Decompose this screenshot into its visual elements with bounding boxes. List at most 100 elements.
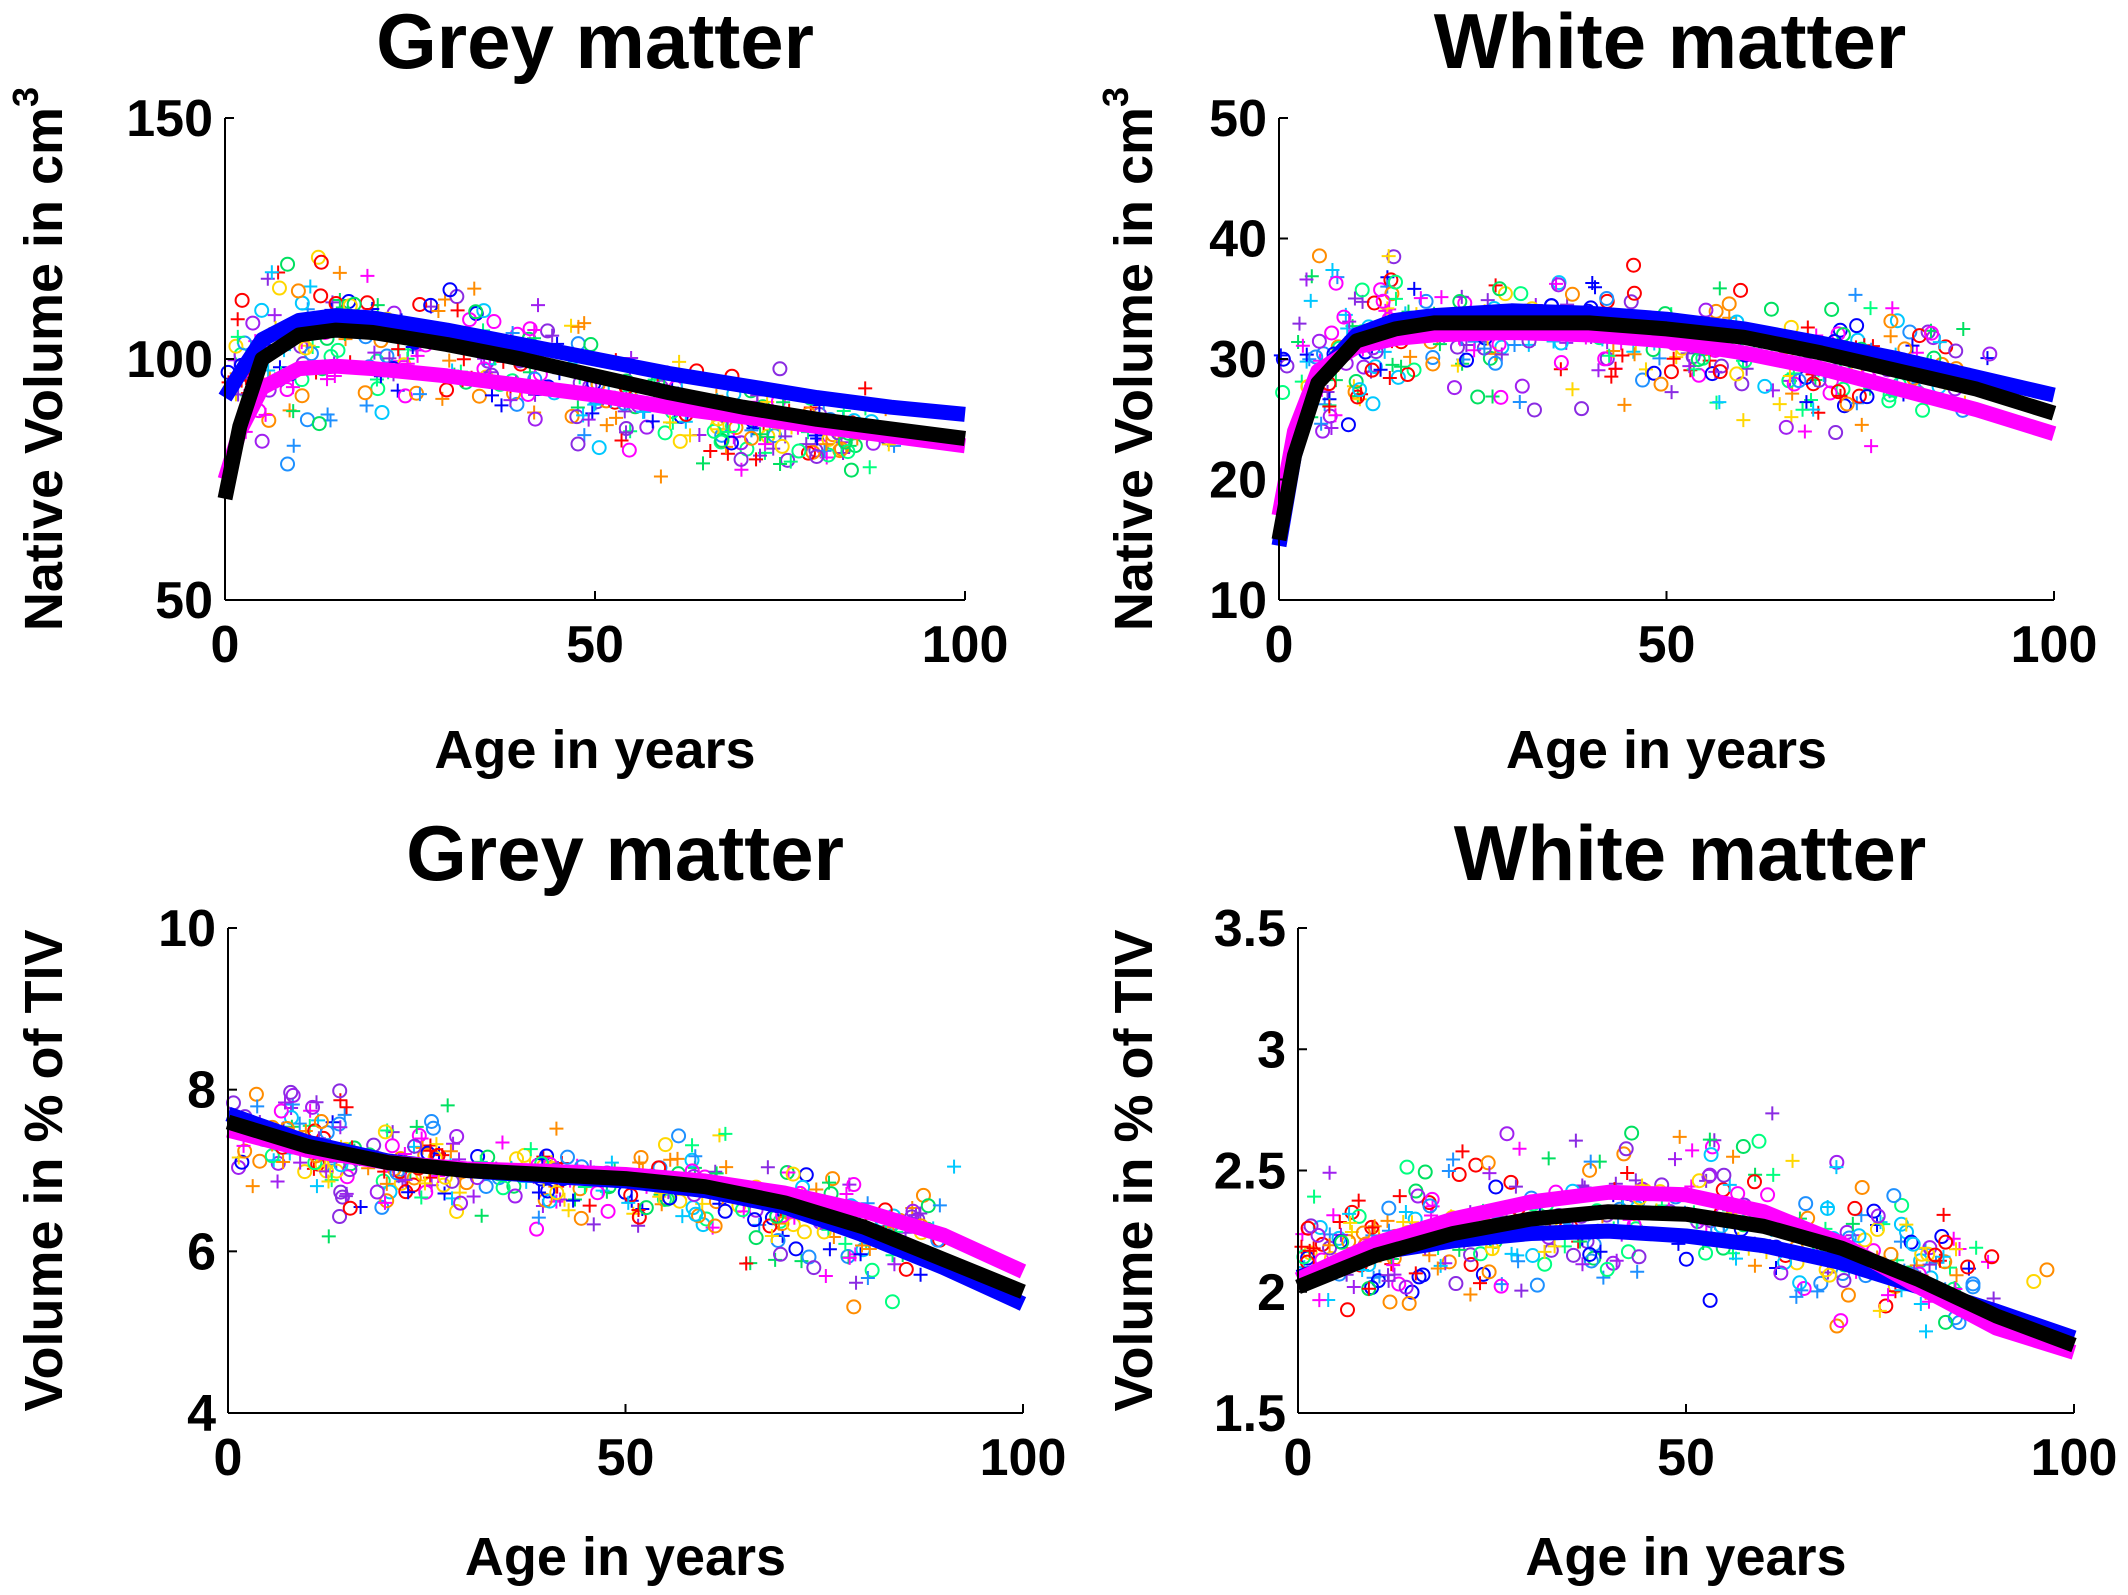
data-point-plus — [339, 1100, 354, 1115]
data-point-plus — [1626, 344, 1641, 359]
data-point-circle — [478, 1178, 494, 1194]
data-point-circle — [449, 1204, 465, 1220]
data-point-circle — [254, 302, 270, 318]
data-point-circle — [228, 338, 244, 354]
data-point-circle — [1751, 1133, 1767, 1149]
y-tick-label: 10 — [158, 900, 216, 958]
data-point-circle — [920, 1198, 936, 1214]
data-point-circle — [294, 388, 310, 404]
data-point-circle — [1303, 1218, 1319, 1234]
data-point-plus — [545, 328, 560, 343]
y-axis-label: Native Volume in cm3 — [5, 87, 74, 631]
data-point-plus — [838, 1236, 853, 1251]
data-point-plus — [417, 1176, 432, 1191]
data-point-plus — [764, 1229, 779, 1243]
y-tick-label: 10 — [1209, 572, 1267, 630]
data-point-circle — [772, 361, 788, 377]
data-point-circle — [1792, 1275, 1808, 1291]
data-point-circle — [357, 385, 373, 401]
data-point-plus — [582, 1198, 597, 1213]
data-point-circle — [1468, 1157, 1484, 1173]
data-point-circle — [1529, 1277, 1545, 1293]
data-point-plus — [443, 1144, 458, 1159]
data-point-plus — [1736, 413, 1751, 428]
data-point-circle — [516, 1147, 532, 1163]
data-point-plus — [771, 1216, 786, 1231]
data-point-plus — [766, 441, 781, 456]
data-point-plus — [1342, 1206, 1357, 1221]
data-point-circle — [1583, 1253, 1599, 1269]
data-point-plus — [1766, 1167, 1781, 1182]
data-point-circle — [1902, 324, 1918, 340]
data-point-plus — [1604, 369, 1619, 384]
data-point-circle — [442, 282, 458, 298]
data-point-plus — [286, 438, 301, 453]
data-point-plus — [1347, 291, 1362, 306]
data-point-circle — [1401, 1295, 1417, 1311]
data-point-circle — [1716, 1167, 1732, 1183]
data-point-circle — [1851, 1228, 1867, 1244]
data-point-circle — [313, 1114, 329, 1130]
data-point-plus — [1477, 341, 1492, 356]
data-point-circle — [1448, 1276, 1464, 1292]
data-point-circle — [273, 1103, 289, 1119]
data-point-circle — [672, 433, 688, 449]
data-point-plus — [1398, 1204, 1413, 1219]
data-point-circle — [747, 1212, 763, 1228]
x-tick-label: 50 — [566, 616, 624, 674]
data-point-circle — [486, 314, 502, 330]
data-point-plus — [1326, 1208, 1341, 1223]
data-point-circle — [1822, 385, 1838, 401]
data-point-plus — [1463, 1287, 1478, 1302]
data-point-plus — [359, 398, 374, 413]
data-point-plus — [423, 1143, 438, 1158]
y-tick-label: 1.5 — [1214, 1385, 1286, 1443]
data-point-plus — [484, 388, 499, 403]
y-tick-label: 20 — [1209, 452, 1267, 510]
data-point-circle — [633, 1149, 649, 1165]
data-point-plus — [1351, 1193, 1366, 1208]
data-point-plus — [1969, 1240, 1984, 1255]
data-point-plus — [566, 1193, 581, 1208]
data-point-plus — [360, 268, 375, 283]
data-point-plus — [1664, 385, 1679, 400]
data-point-circle — [1760, 1187, 1776, 1203]
data-point-circle — [234, 292, 250, 308]
data-point-circle — [234, 1154, 250, 1170]
y-tick-label: 3.5 — [1214, 900, 1286, 958]
data-point-plus — [1575, 1257, 1590, 1272]
data-point-circle — [379, 1193, 395, 1209]
data-point-circle — [1424, 1191, 1440, 1207]
data-point-plus — [1381, 249, 1396, 264]
data-point-circle — [1712, 364, 1728, 380]
data-point-circle — [1340, 417, 1356, 433]
y-axis-label: Volume in % of TIV — [14, 929, 74, 1411]
data-point-plus — [1507, 338, 1522, 353]
x-tick-label: 0 — [1284, 1429, 1313, 1487]
data-point-plus — [839, 1186, 854, 1201]
data-point-circle — [1729, 366, 1745, 382]
data-point-plus — [1630, 1264, 1645, 1279]
data-point-circle — [772, 1246, 788, 1262]
data-point-plus — [1669, 350, 1684, 365]
data-point-circle — [495, 1180, 511, 1196]
chart-panel-grey-matter-tiv: 0 50 100 4 6 8 10 Grey matter Age in years Volume… — [14, 809, 1066, 1587]
data-point-circle — [1459, 352, 1475, 368]
data-point-plus — [585, 406, 600, 421]
data-point-plus — [378, 1195, 393, 1210]
data-point-circle — [285, 1087, 301, 1103]
data-point-circle — [1499, 1126, 1515, 1142]
data-point-plus — [412, 387, 427, 402]
data-point-plus — [286, 404, 301, 419]
fit-curve-black — [1295, 1204, 2077, 1353]
data-point-plus — [685, 1138, 700, 1153]
data-point-plus — [1299, 272, 1314, 287]
data-point-plus — [1932, 335, 1947, 350]
data-point-circle — [762, 1218, 778, 1234]
data-point-circle — [1415, 1267, 1431, 1283]
data-point-circle — [1883, 313, 1899, 329]
data-point-plus — [1583, 1154, 1598, 1169]
data-point-circle — [1778, 419, 1794, 435]
data-point-circle — [297, 1164, 313, 1180]
